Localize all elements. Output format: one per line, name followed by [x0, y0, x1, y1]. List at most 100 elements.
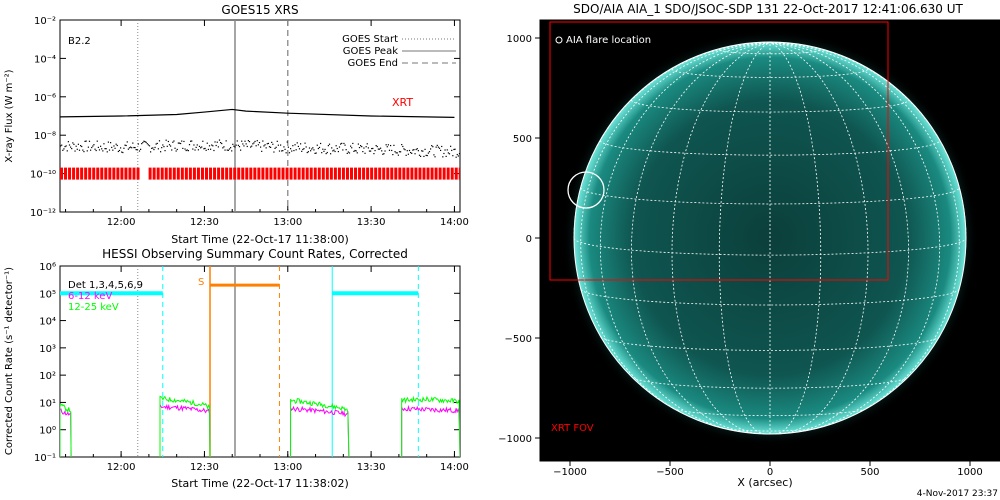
- goes-short-point: [448, 153, 451, 155]
- xrt-coverage-bar: [92, 167, 96, 180]
- hessi-y-tick-label: 10²: [39, 371, 56, 382]
- latitude-line: [573, 237, 967, 256]
- latitude-line: [671, 68, 869, 78]
- goes-short-point: [271, 141, 273, 143]
- goes-short-point: [272, 143, 274, 145]
- goes-short-point: [82, 149, 84, 151]
- goes-legend: GOES Start GOES Peak GOES End: [342, 34, 456, 69]
- goes-short-point: [321, 152, 323, 154]
- goes-xrs-panel: GOES15 XRS 12:00 12:30 13:00 13:30 14:00 10⁻¹…: [4, 3, 469, 246]
- goes-short-point: [151, 147, 153, 149]
- goes-short-point: [107, 141, 109, 143]
- goes-short-point: [114, 147, 116, 149]
- goes-short-point: [346, 152, 348, 155]
- goes-short-point: [425, 154, 427, 157]
- goes-short-point: [251, 145, 253, 147]
- hessi-x-tick-label: 13:00: [273, 462, 302, 473]
- goes-short-point: [416, 148, 418, 150]
- goes-short-point: [398, 151, 401, 153]
- goes-short-point: [137, 143, 139, 145]
- xrt-fov-box: [549, 21, 889, 281]
- goes-short-point: [76, 148, 78, 150]
- goes-short-point: [378, 148, 381, 150]
- goes-short-point: [383, 153, 385, 155]
- goes-short-point: [434, 156, 436, 158]
- goes-short-point: [392, 153, 394, 156]
- goes-short-point: [260, 146, 262, 148]
- goes-short-point: [371, 147, 373, 150]
- goes-short-point: [396, 152, 398, 154]
- xrt-coverage-bar: [72, 167, 76, 180]
- goes-short-point: [291, 150, 293, 152]
- goes-short-point: [450, 145, 452, 147]
- goes-short-point: [374, 149, 376, 152]
- goes-short-point: [237, 144, 239, 146]
- xrt-coverage-bar: [458, 167, 460, 180]
- hessi-y-tick-label: 10⁶: [39, 262, 56, 273]
- goes-short-point: [372, 147, 374, 150]
- aia-image-content: [549, 21, 978, 446]
- xrt-coverage-bar: [76, 167, 80, 180]
- hessi-x-tick-label: 13:30: [357, 462, 386, 473]
- goes-short-point: [226, 149, 228, 151]
- goes-short-point: [257, 144, 259, 146]
- goes-short-point: [134, 147, 136, 149]
- xrt-coverage-bar: [358, 167, 362, 180]
- goes-short-point: [417, 150, 419, 152]
- hessi-y-tick-label: 10¹: [39, 398, 56, 409]
- goes-short-point: [172, 141, 174, 143]
- goes-short-point: [356, 152, 358, 154]
- goes-short-point: [187, 150, 189, 152]
- goes-short-point: [332, 150, 334, 152]
- xrt-coverage-bar: [301, 167, 305, 180]
- goes-title: GOES15 XRS: [221, 3, 298, 17]
- xrt-coverage-bar: [265, 167, 269, 180]
- goes-short-point: [117, 150, 119, 153]
- goes-short-point: [63, 148, 65, 150]
- goes-short-point: [245, 143, 247, 145]
- goes-short-point: [440, 149, 442, 151]
- goes-short-point: [77, 143, 79, 145]
- goes-short-point: [96, 140, 98, 142]
- goes-short-point: [403, 148, 405, 150]
- goes-short-point: [337, 150, 339, 153]
- goes-short-point: [87, 146, 89, 148]
- goes-xrt-coverage: [60, 167, 460, 180]
- goes-short-point: [177, 142, 179, 144]
- goes-short-point: [366, 143, 368, 145]
- goes-short-point: [196, 144, 198, 146]
- goes-short-point: [140, 148, 142, 150]
- goes-short-point: [435, 146, 437, 148]
- xrt-coverage-bar: [148, 167, 152, 180]
- xrt-coverage-bar: [213, 167, 217, 180]
- xrt-coverage-bar: [68, 167, 72, 180]
- hessi-x-tick-label: 12:00: [107, 462, 136, 473]
- xrt-coverage-bar: [410, 167, 414, 180]
- goes-short-point: [310, 150, 312, 152]
- aia-y-tick-label: 1000: [507, 34, 532, 45]
- legend-goes-peak: GOES Peak: [343, 46, 398, 57]
- goes-short-point: [124, 144, 126, 146]
- xrt-coverage-bar: [370, 167, 374, 180]
- xrt-coverage-bar: [164, 167, 168, 180]
- xrt-coverage-bar: [269, 167, 273, 180]
- goes-short-point: [215, 144, 217, 147]
- latitude-line: [631, 376, 909, 389]
- count-rate-6-12-keV: [159, 403, 211, 457]
- xrt-coverage-bar: [293, 167, 297, 180]
- goes-short-point: [255, 145, 257, 147]
- hessi-y-tick-label: 10⁰: [39, 426, 56, 437]
- xrt-coverage-bar: [168, 167, 172, 180]
- goes-short-point: [64, 146, 66, 148]
- goes-short-point: [311, 148, 313, 150]
- legend-flare-marker: [555, 36, 563, 44]
- goes-short-point: [444, 149, 446, 151]
- xrt-coverage-bar: [180, 167, 184, 180]
- xrt-coverage-bar: [160, 167, 164, 180]
- goes-short-point: [178, 142, 181, 144]
- xrt-coverage-bar: [414, 167, 418, 180]
- goes-short-point: [305, 146, 307, 148]
- xrt-coverage-bar: [386, 167, 390, 180]
- goes-short-point: [408, 149, 411, 152]
- goes-short-point: [247, 140, 249, 142]
